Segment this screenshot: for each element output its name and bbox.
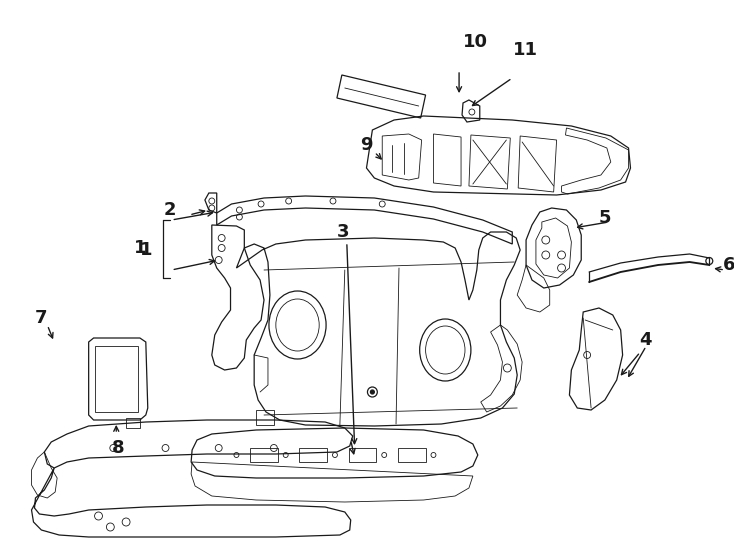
Text: 5: 5: [599, 209, 611, 227]
Text: 6: 6: [723, 256, 734, 274]
Text: 8: 8: [112, 439, 125, 457]
Text: 1: 1: [139, 241, 152, 259]
Text: 11: 11: [512, 41, 537, 59]
Text: 3: 3: [337, 223, 349, 241]
Text: 1: 1: [134, 239, 146, 257]
Text: 4: 4: [639, 331, 652, 349]
Text: 2: 2: [163, 201, 175, 219]
Text: 7: 7: [35, 309, 48, 327]
Text: 9: 9: [360, 136, 373, 154]
Text: 10: 10: [463, 33, 488, 51]
Circle shape: [371, 390, 374, 394]
